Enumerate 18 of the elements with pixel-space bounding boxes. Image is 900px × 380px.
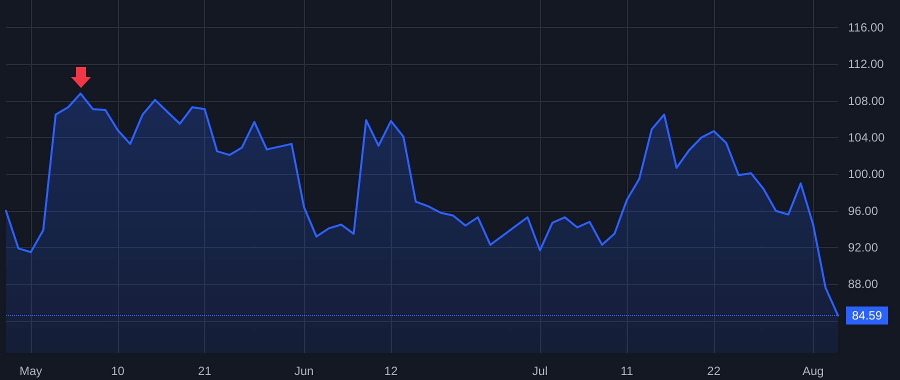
x-tick-label: 12	[384, 364, 398, 378]
y-tick-label: 92.00	[848, 240, 878, 255]
x-tick-label: Jun	[294, 364, 314, 378]
x-tick-label: 10	[111, 364, 125, 378]
y-tick-label: 88.00	[848, 277, 878, 292]
y-tick-label: 112.00	[848, 57, 884, 72]
y-tick-label: 96.00	[848, 204, 878, 218]
ref-line-label: 84.59	[852, 308, 882, 322]
y-tick-label: 100.00	[848, 167, 886, 182]
y-tick-label: 116.00	[848, 20, 884, 35]
x-tick-label: Jul	[532, 364, 548, 378]
y-tick-label: 104.00	[848, 130, 886, 145]
x-tick-label: 22	[707, 364, 721, 378]
x-tick-label: 11	[620, 364, 634, 378]
y-tick-label: 108.00	[848, 94, 886, 108]
x-tick-label: Aug	[802, 364, 824, 378]
x-tick-label: May	[20, 364, 42, 378]
x-tick-label: 21	[198, 364, 212, 378]
